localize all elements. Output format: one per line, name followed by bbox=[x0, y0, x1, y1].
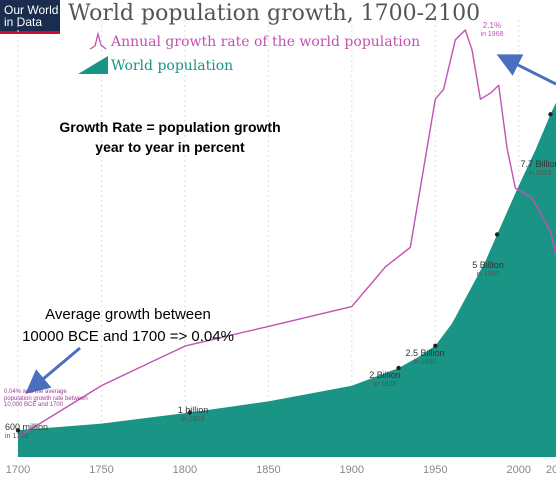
population-marker-1987 bbox=[494, 232, 500, 237]
legend-population-icon bbox=[78, 56, 108, 74]
annotation-label-1700: 600 million bbox=[5, 422, 48, 432]
annotation-sub-1987: in 1987 bbox=[477, 271, 500, 278]
x-tick-label: 20 bbox=[546, 464, 556, 476]
x-tick-label: 1900 bbox=[340, 464, 364, 476]
average-growth-note-line-2: 10000 BCE and 1700 => 0.04% bbox=[22, 328, 234, 345]
x-tick-label: 1850 bbox=[256, 464, 280, 476]
arrow-to-small-note bbox=[25, 346, 81, 394]
x-tick-label: 2000 bbox=[507, 464, 531, 476]
population-marker-2019 bbox=[548, 112, 553, 117]
annotation-label-1950: 2.5 Billion bbox=[405, 348, 444, 358]
logo-line-1: Our World bbox=[4, 3, 59, 17]
x-axis-ticks: 1700 1750 1800 1850 1900 1950 2000 20 bbox=[6, 464, 556, 476]
legend-population: World population bbox=[111, 58, 233, 74]
population-marker-1700 bbox=[15, 428, 21, 433]
annotation-label-1928: 2 Billion bbox=[369, 370, 401, 380]
annotation-sub-1700: in 1700 bbox=[5, 433, 28, 440]
legend-growth-rate-label: Annual growth rate of the world populati… bbox=[111, 34, 421, 50]
annotation-sub-1950: in 1950 bbox=[414, 359, 437, 366]
population-marker-1928 bbox=[396, 365, 401, 371]
legend-population-label: World population bbox=[111, 58, 234, 74]
population-marker-1803 bbox=[187, 410, 193, 415]
annotation-sub-1928: in 1928 bbox=[374, 381, 397, 388]
annotation-points bbox=[15, 112, 553, 433]
arrows bbox=[25, 54, 556, 394]
rate-small-note: 0.04% was the average population growth … bbox=[4, 389, 88, 408]
growth-rate-line-layer bbox=[17, 29, 556, 438]
population-marker-1950 bbox=[433, 343, 438, 348]
population-area bbox=[18, 89, 556, 457]
population-area-layer bbox=[18, 89, 556, 457]
rate-peak-sub: in 1968 bbox=[481, 31, 504, 38]
annotation-label-1803: 1 billion bbox=[178, 405, 209, 415]
x-tick-label: 1950 bbox=[423, 464, 447, 476]
legend-icons bbox=[78, 31, 108, 74]
rate-peak-label: 2.1% bbox=[483, 21, 501, 30]
growth-rate-line bbox=[17, 29, 556, 438]
legend-rate-icon bbox=[89, 31, 107, 50]
logo-line-2: in Data bbox=[4, 15, 43, 29]
annotation-sub-2019: in 2019 bbox=[529, 170, 552, 177]
average-growth-note: Average growth between 10000 BCE and 170… bbox=[0, 304, 258, 348]
annotation-label-1987: 5 Billion bbox=[472, 260, 504, 270]
legend-growth-rate: Annual growth rate of the world populati… bbox=[111, 34, 420, 50]
growth-rate-note: Growth Rate = population growth year to … bbox=[30, 117, 310, 157]
chart-title: World population growth, 1700-2100 bbox=[68, 1, 481, 26]
annotation-label-2019: 7.7 Billion bbox=[520, 159, 556, 169]
x-tick-label: 1750 bbox=[89, 464, 113, 476]
annotation-sub-1803: in 1803 bbox=[182, 416, 205, 423]
arrow-to-peak bbox=[496, 54, 556, 86]
average-growth-note-line-1: Average growth between bbox=[45, 306, 211, 323]
owid-logo: Our World in Data bbox=[0, 0, 60, 34]
growth-rate-note-line-2: year to year in percent bbox=[95, 139, 245, 155]
x-tick-label: 1800 bbox=[173, 464, 197, 476]
growth-rate-note-line-1: Growth Rate = population growth bbox=[59, 119, 281, 135]
x-tick-label: 1700 bbox=[6, 464, 30, 476]
